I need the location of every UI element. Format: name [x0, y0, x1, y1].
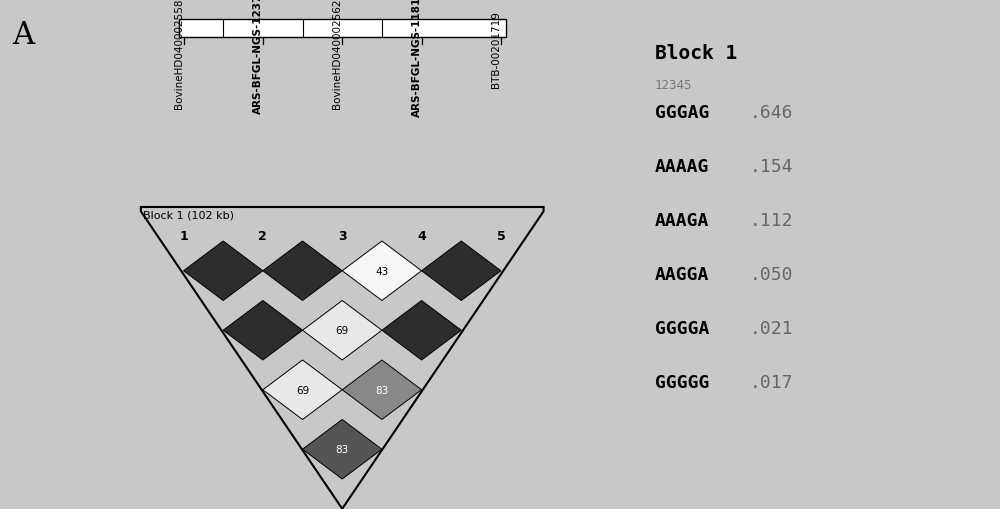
Text: .050: .050: [750, 266, 794, 284]
Text: 69: 69: [336, 326, 349, 335]
Text: A: A: [12, 20, 34, 51]
Text: ARS-BFGL-NGS-118100: ARS-BFGL-NGS-118100: [412, 0, 422, 117]
Text: GGGGG: GGGGG: [655, 374, 709, 392]
Text: 2: 2: [258, 230, 267, 242]
Text: 12345: 12345: [655, 79, 692, 92]
Polygon shape: [303, 301, 382, 360]
Text: 1: 1: [179, 230, 188, 242]
Text: AAGGA: AAGGA: [655, 266, 709, 284]
Polygon shape: [303, 420, 382, 479]
Polygon shape: [422, 242, 501, 301]
Text: 83: 83: [336, 444, 349, 455]
Text: .021: .021: [750, 320, 794, 338]
Text: AAAAG: AAAAG: [655, 158, 709, 176]
Text: 43: 43: [375, 266, 389, 276]
Text: .017: .017: [750, 374, 794, 392]
Polygon shape: [184, 242, 263, 301]
Text: ARS-BFGL-NGS-12375: ARS-BFGL-NGS-12375: [253, 0, 263, 114]
Text: BovineHD0400025585: BovineHD0400025585: [174, 0, 184, 108]
Text: 4: 4: [417, 230, 426, 242]
Polygon shape: [342, 242, 422, 301]
Text: 3: 3: [338, 230, 347, 242]
Text: .154: .154: [750, 158, 794, 176]
Text: .112: .112: [750, 212, 794, 230]
Text: 5: 5: [497, 230, 505, 242]
Text: .646: .646: [750, 104, 794, 122]
Text: Block 1: Block 1: [655, 44, 737, 64]
Text: GGGGA: GGGGA: [655, 320, 709, 338]
Text: Block 1 (102 kb): Block 1 (102 kb): [143, 210, 234, 219]
Polygon shape: [382, 301, 461, 360]
Polygon shape: [223, 301, 303, 360]
Polygon shape: [342, 360, 422, 420]
Polygon shape: [263, 242, 342, 301]
Text: 83: 83: [375, 385, 389, 395]
Text: AAAGA: AAAGA: [655, 212, 709, 230]
Text: GGGAG: GGGAG: [655, 104, 709, 122]
Polygon shape: [263, 360, 342, 420]
Text: 69: 69: [296, 385, 309, 395]
Bar: [179, 20, 506, 38]
Text: BTB-00201719: BTB-00201719: [491, 12, 501, 88]
Text: BovineHD0400025625: BovineHD0400025625: [332, 0, 342, 108]
